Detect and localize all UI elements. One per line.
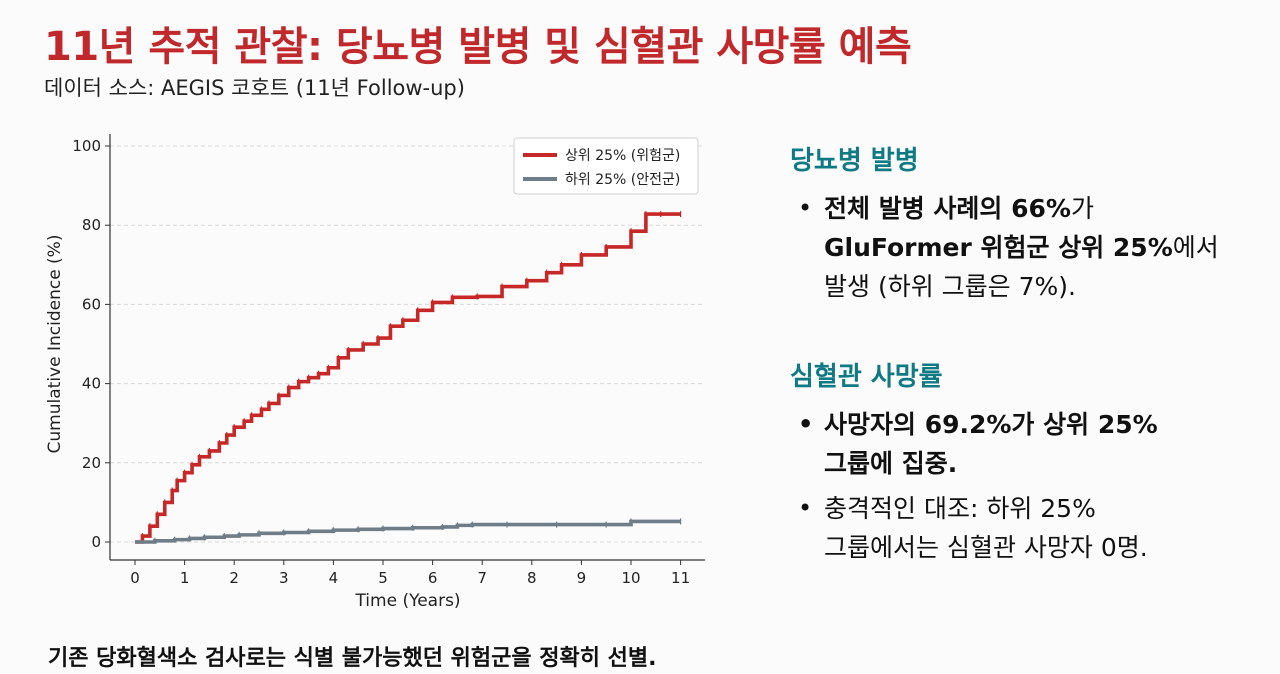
cv-bullet-contrast: 충격적인 대조: 하위 25% 그룹에서는 심혈관 사망자 0명. [790, 489, 1260, 567]
y-tick-label: 20 [82, 454, 101, 472]
x-tick-label: 6 [428, 569, 438, 587]
series-line-low-risk [135, 519, 681, 544]
x-tick-label: 2 [229, 569, 239, 587]
cardiovascular-heading: 심혈관 사망률 [790, 362, 943, 392]
y-axis-label: Cumulative Incidence (%) [45, 235, 65, 454]
y-tick-label: 40 [82, 375, 101, 393]
x-tick-label: 3 [279, 569, 289, 587]
series-line-high-risk [135, 212, 681, 544]
x-tick-label: 9 [577, 569, 587, 587]
x-tick-label: 4 [329, 569, 339, 587]
x-tick-label: 11 [671, 569, 690, 587]
x-tick-label: 1 [180, 569, 190, 587]
x-axis-label: Time (Years) [354, 591, 460, 611]
x-tick-label: 8 [527, 569, 537, 587]
legend-label-low: 하위 25% (안전군) [565, 172, 680, 188]
x-tick-label: 0 [130, 569, 140, 587]
diabetes-heading: 당뇨병 발병 [790, 146, 919, 176]
y-tick-label: 80 [82, 216, 101, 234]
x-tick-label: 10 [621, 569, 640, 587]
chart-legend: 상위 25% (위험군) 하위 25% (안전군) [513, 137, 699, 195]
y-tick-label: 0 [91, 533, 101, 551]
footer-note: 기존 당화혈색소 검사로는 식별 불가능했던 위험군을 정확히 선별. [48, 646, 657, 671]
page-title: 11년 추적 관찰: 당뇨병 발병 및 심혈관 사망률 예측 [44, 24, 912, 70]
y-tick-label: 100 [72, 137, 101, 155]
cardiovascular-section: 심혈관 사망률 사망자의 69.2%가 상위 25% 그룹에 집중. 충격적인 … [790, 356, 1260, 567]
diabetes-section: 당뇨병 발병 전체 발병 사례의 66%가 GluFormer 위험군 상위 2… [790, 140, 1260, 306]
diabetes-bullet: 전체 발병 사례의 66%가 GluFormer 위험군 상위 25%에서 발생… [790, 189, 1260, 306]
y-tick-label: 60 [82, 295, 101, 313]
page-subtitle: 데이터 소스: AEGIS 코호트 (11년 Follow-up) [44, 76, 465, 100]
cv-bullet-concentration: 사망자의 69.2%가 상위 25% 그룹에 집중. [790, 405, 1260, 483]
x-tick-label: 7 [477, 569, 487, 587]
legend-label-high: 상위 25% (위험군) [565, 148, 680, 164]
x-tick-label: 5 [378, 569, 388, 587]
